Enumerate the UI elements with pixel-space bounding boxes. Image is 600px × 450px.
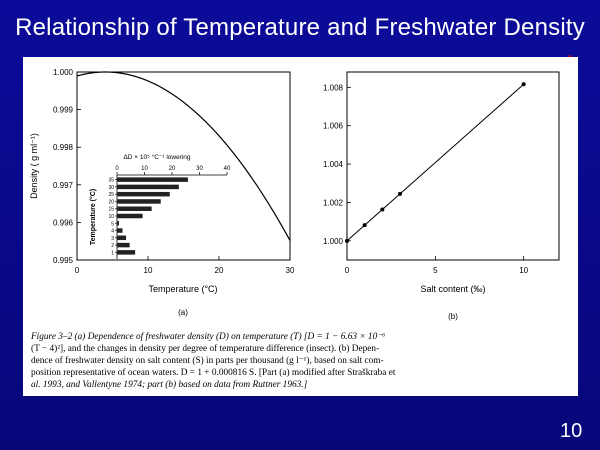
inset-bar <box>117 177 188 182</box>
chart-a-y-tick-label: 0.998 <box>53 143 74 152</box>
inset-bar <box>117 221 119 226</box>
inset-x-tick-label: 40 <box>224 166 231 172</box>
chart-b-x-tick-label: 0 <box>345 266 350 275</box>
caption-line: (T − 4)²], and the changes in density pe… <box>31 343 379 354</box>
chart-b-frame <box>346 71 560 261</box>
caption-line: dence of freshwater density on salt cont… <box>31 355 384 366</box>
inset-bar <box>117 228 123 233</box>
inset-bar <box>117 199 161 204</box>
inset-bar <box>117 250 136 255</box>
page-number: 10 <box>560 420 583 442</box>
inset-x-ticks: 0 10 20 30 40 <box>115 166 231 175</box>
chart-a-x-label: Temperature (°C) <box>148 284 217 294</box>
chart-b-point <box>362 223 367 228</box>
inset-bar <box>117 191 170 197</box>
chart-a-y-tick-label: 0.999 <box>53 106 74 115</box>
chart-a-x-tick-label: 0 <box>75 266 80 275</box>
chart-a-y-tick-label: 0.997 <box>53 181 74 190</box>
figure-caption: Figure 3–2 (a) Dependence of freshwater … <box>30 331 396 390</box>
inset-y-tick-label: 3 <box>111 236 114 242</box>
slide-title: Relationship of Temperature and Freshwat… <box>15 14 585 41</box>
chart-b-x-label: Salt content (‰) <box>420 284 485 294</box>
chart-b-point <box>345 238 349 243</box>
inset-y-tick-label: 35 <box>108 178 114 184</box>
chart-a-frame <box>76 71 291 261</box>
chart-b-point <box>380 207 385 212</box>
chart-a-y-label: Density ( g ml⁻¹) <box>29 133 39 199</box>
inset-bar <box>117 235 127 241</box>
inset-y-tick-label: 25 <box>108 192 114 198</box>
chart-b-x-ticks: 0 5 10 <box>345 256 529 275</box>
inset-y-tick-label: 10 <box>108 214 114 220</box>
chart-b-panel-label: (b) <box>448 312 458 321</box>
inset-x-tick-label: 30 <box>196 166 203 172</box>
chart-b-y-tick-label: 1.004 <box>323 160 344 169</box>
chart-b-y-tick-label: 1.008 <box>323 83 344 92</box>
inset-y-tick-label: 5 <box>111 221 114 227</box>
chart-b-x-tick-label: 5 <box>433 266 438 275</box>
inset-bar <box>117 206 152 211</box>
chart-a-y-tick-label: 0.996 <box>53 218 74 227</box>
figure-panel: 0.995 0.996 0.997 0.998 0.999 1.000 0 10 20 30 D… <box>23 57 578 396</box>
chart-a-y-tick-label: 0.995 <box>53 256 74 265</box>
caption-line: Figure 3–2 (a) Dependence of freshwater … <box>30 331 385 342</box>
chart-a-x-tick-label: 30 <box>286 266 295 275</box>
chart-b-y-tick-label: 1.002 <box>323 198 344 207</box>
chart-a-x-tick-label: 20 <box>215 266 224 275</box>
inset-y-tick-label: 30 <box>108 185 114 191</box>
chart-a-panel-label: (a) <box>178 308 188 317</box>
chart-b-point <box>398 191 402 196</box>
chart-b-density-line <box>346 83 525 242</box>
inset-bar <box>117 242 130 248</box>
inset-y-tick-label: 2 <box>111 243 114 249</box>
chart-b-y-tick-label: 1.006 <box>323 122 344 131</box>
chart-b-points <box>345 82 526 243</box>
chart-b-x-tick-label: 10 <box>519 266 528 275</box>
inset-x-label: ΔD × 10⁵ °C⁻¹ lowering <box>123 153 190 161</box>
chart-b: 1.000 1.002 1.004 1.006 1.008 0 5 10 Salt cont… <box>323 71 560 321</box>
inset-y-tick-label: 1 <box>111 250 114 256</box>
chart-b-y-tick-label: 1.000 <box>323 237 344 246</box>
chart-a-x-ticks: 0 10 20 30 <box>75 256 295 275</box>
chart-a-y-tick-label: 1.000 <box>53 68 74 77</box>
inset-x-tick-label: 0 <box>115 166 119 172</box>
chart-b-point <box>521 82 526 87</box>
inset-x-tick-label: 20 <box>169 166 176 172</box>
chart-b-y-ticks: 1.000 1.002 1.004 1.006 1.008 <box>323 83 351 246</box>
inset-bar <box>117 184 179 190</box>
inset-y-tick-label: 20 <box>108 199 114 205</box>
inset-x-tick-label: 10 <box>141 166 148 172</box>
inset-y-tick-label: 4 <box>111 229 114 235</box>
inset-y-label: Temperature (°C) <box>89 189 97 245</box>
chart-a-x-tick-label: 10 <box>144 266 153 275</box>
chart-a-density-curve <box>76 71 291 241</box>
caption-line: al. 1993, and Vallentyne 1974; part (b) … <box>31 379 308 390</box>
caption-line: position representative of ocean waters.… <box>31 367 396 378</box>
inset-y-tick-label: 15 <box>108 207 114 213</box>
inset-bar <box>117 213 143 219</box>
chart-a-y-ticks: 0.995 0.996 0.997 0.998 0.999 1.000 <box>53 68 81 265</box>
